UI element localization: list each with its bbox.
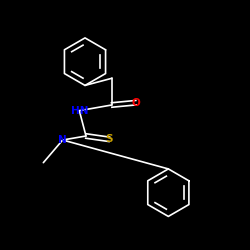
Text: O: O xyxy=(132,98,140,108)
Text: HN: HN xyxy=(70,106,88,116)
Text: S: S xyxy=(106,134,113,144)
Text: N: N xyxy=(58,135,67,145)
